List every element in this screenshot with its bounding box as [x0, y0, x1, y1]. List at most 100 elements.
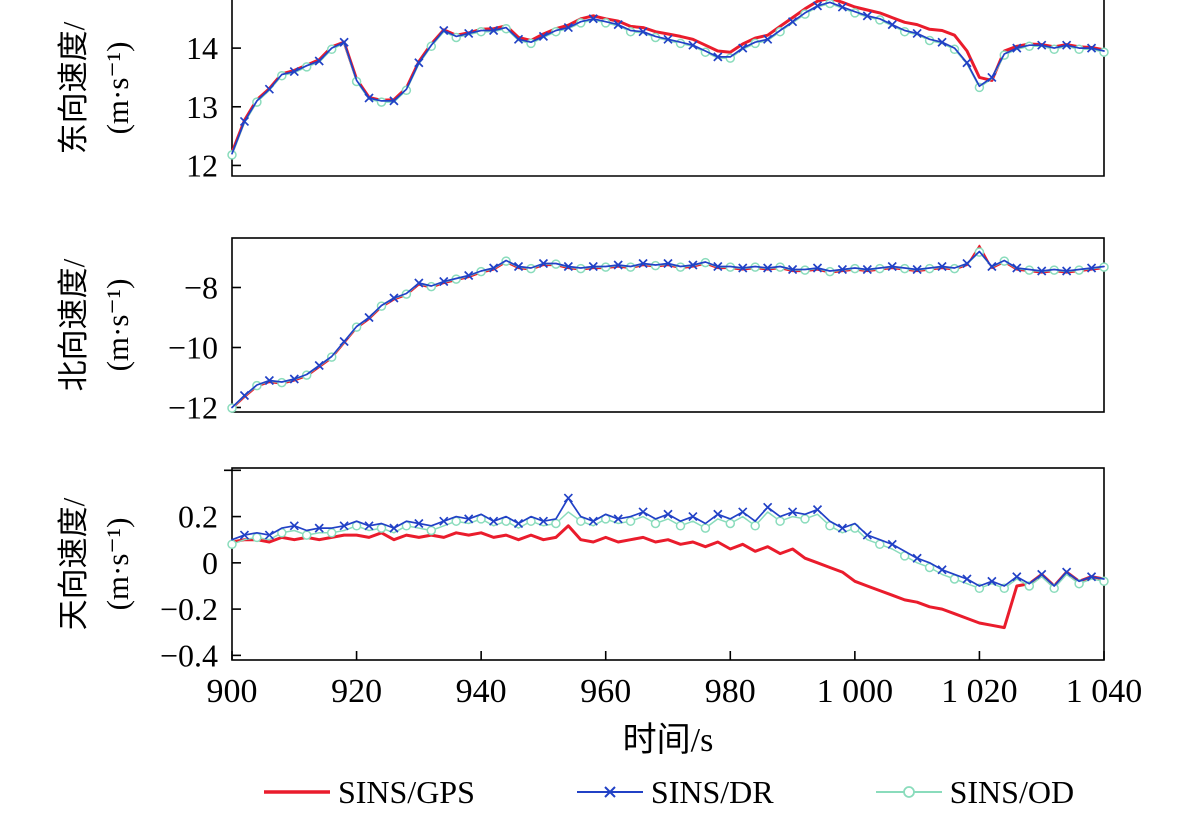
svg-text:−10: −10: [168, 330, 218, 366]
svg-text:960: 960: [580, 673, 631, 710]
x-marker: [912, 264, 922, 275]
circle-marker: [725, 518, 736, 529]
legend-label-sins-gps: SINS/GPS: [337, 773, 475, 810]
subplot-1-line-sins-od: [231, 2, 1105, 156]
svg-text:980: 980: [705, 673, 756, 710]
x-marker: [1037, 40, 1047, 50]
circle-marker: [227, 539, 237, 550]
x-marker: [239, 390, 250, 401]
x-marker: [414, 518, 424, 529]
x-marker: [862, 530, 872, 540]
x-marker: [563, 493, 573, 503]
circle-marker: [750, 521, 760, 531]
circle-marker: [227, 150, 237, 160]
x-marker: [389, 96, 399, 106]
subplot-1: 12 13 14: [186, 0, 1109, 183]
circle-marker: [999, 583, 1010, 594]
svg-text:1 020: 1 020: [941, 673, 1018, 710]
svg-text:1 040: 1 040: [1066, 673, 1143, 710]
x-marker: [1012, 43, 1022, 53]
subplot-2-line-sins-od: [231, 251, 1105, 409]
circle-marker: [1049, 44, 1059, 55]
svg-text:900: 900: [207, 673, 258, 710]
circle-marker: [675, 521, 686, 531]
x-marker: [962, 258, 972, 269]
svg-text:12: 12: [186, 147, 218, 183]
x-marker: [513, 34, 524, 44]
x-marker: [538, 258, 549, 269]
svg-text:940: 940: [456, 673, 507, 710]
x-marker: [414, 58, 424, 68]
circle-marker: [775, 516, 785, 526]
x-marker: [464, 514, 474, 524]
x-marker: [987, 72, 997, 83]
circle-marker: [1024, 581, 1035, 591]
x-marker: [688, 40, 698, 50]
x-marker: [862, 11, 872, 21]
circle-marker: [301, 530, 312, 540]
x-marker: [787, 17, 798, 27]
circle-marker: [800, 514, 810, 524]
x-marker: [389, 293, 399, 303]
x-marker: [264, 375, 274, 386]
circle-marker: [625, 516, 636, 526]
circle-marker: [326, 528, 337, 538]
subplot-2-ylabel-text: 北向速度/: [56, 258, 91, 392]
x-marker: [987, 576, 997, 586]
x-marker: [439, 276, 449, 287]
x-marker: [289, 374, 299, 384]
x-marker: [812, 263, 823, 273]
x-marker: [638, 258, 648, 269]
x-marker: [812, 1, 823, 11]
x-marker: [314, 56, 324, 66]
x-marker: [1062, 266, 1072, 276]
svg-text:920: 920: [331, 673, 382, 710]
x-marker: [513, 518, 524, 529]
svg-text:13: 13: [186, 89, 218, 125]
subplot-2-line-sins-gps: [231, 244, 1105, 410]
circle-marker: [551, 518, 561, 529]
x-marker: [663, 34, 673, 44]
circle-marker: [700, 523, 711, 533]
x-marker: [1086, 263, 1097, 273]
x-marker: [289, 521, 299, 531]
x-marker: [787, 264, 798, 275]
x-marker: [812, 505, 823, 515]
x-marker: [538, 31, 549, 41]
x-marker: [912, 28, 922, 39]
x-marker: [937, 37, 947, 47]
x-marker: [464, 270, 474, 281]
x-marker: [314, 360, 324, 371]
svg-text:1 000: 1 000: [817, 673, 894, 710]
x-marker: [738, 263, 748, 273]
x-marker: [962, 58, 972, 68]
svg-text:−0.2: −0.2: [160, 591, 218, 627]
x-marker: [588, 14, 598, 24]
x-marker: [414, 278, 424, 288]
x-marker: [763, 34, 773, 44]
circle-marker: [650, 518, 661, 529]
x-marker: [638, 27, 648, 37]
x-marker: [464, 28, 474, 39]
x-marker: [837, 2, 848, 12]
x-marker: [1086, 43, 1097, 53]
circle-marker: [1049, 583, 1059, 594]
x-marker: [488, 25, 499, 36]
x-marker: [563, 261, 573, 272]
circle-marker: [376, 97, 387, 107]
x-marker: [588, 516, 598, 526]
x-marker: [339, 336, 349, 347]
legend-sample-sins-dr-icon: [576, 786, 643, 798]
circle-marker: [1099, 47, 1109, 57]
subplot-3-ylabel-text: 天向速度/: [56, 497, 91, 631]
x-marker: [738, 43, 748, 53]
x-marker: [1012, 263, 1022, 273]
x-marker: [613, 20, 623, 30]
x-axis-label: 时间/s: [622, 722, 714, 759]
legend-item-sins-od: SINS/OD: [874, 774, 1074, 811]
svg-text:14: 14: [186, 30, 218, 66]
x-marker: [1037, 569, 1047, 580]
subplot-2-line-sins-dr: [231, 250, 1105, 409]
